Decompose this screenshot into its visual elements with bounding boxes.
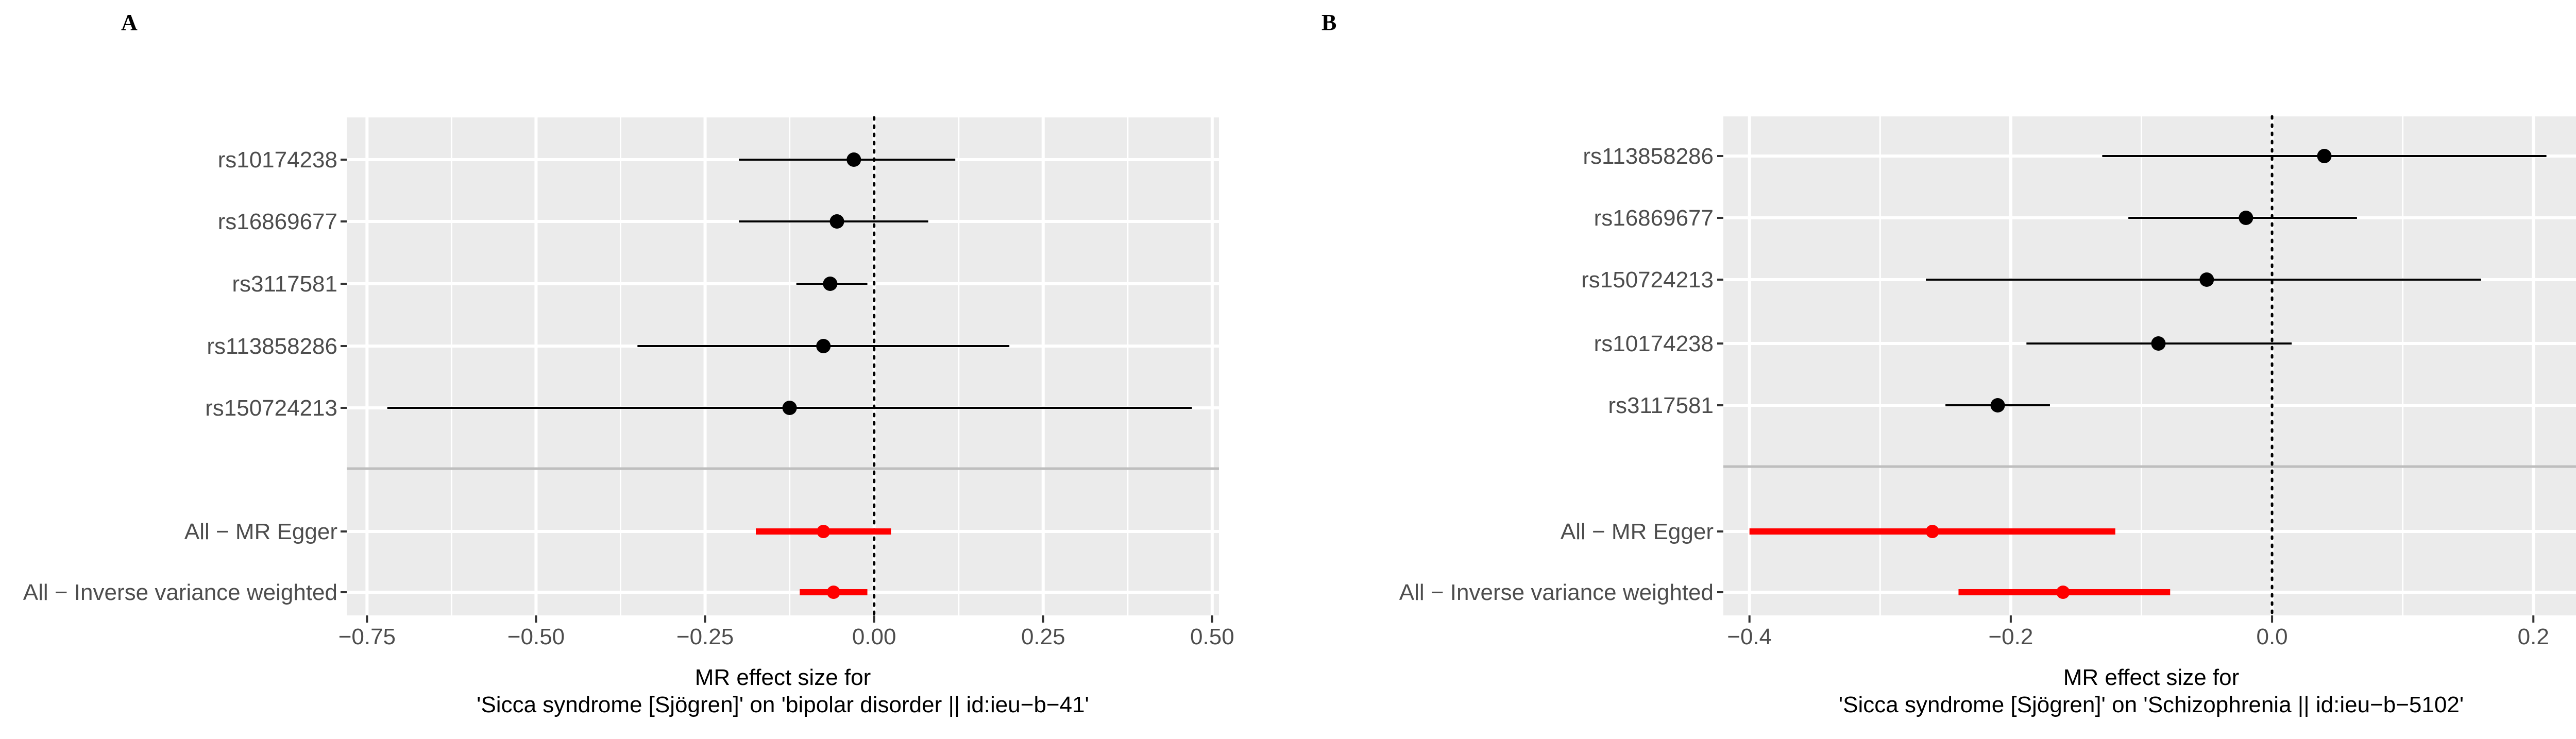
panel-a-x-axis-title-line2: 'Sicca syndrome [Sjögren]' on 'bipolar d… <box>477 692 1089 717</box>
panel-a-point-rs10174238 <box>846 152 861 167</box>
panel-letter-b: B <box>1321 10 1336 35</box>
panel-a-x-tick-label: −0.50 <box>507 624 565 649</box>
panel-b-row-label-rs150724213: rs150724213 <box>1581 267 1714 293</box>
panel-b-point-rs3117581 <box>1990 398 2005 413</box>
panel-a-row-label-all-mr-egger: All − MR Egger <box>184 519 337 544</box>
panel-a-x-tick-label: 0.25 <box>1021 624 1065 649</box>
panel-b-point-all-mr-egger <box>1925 525 1939 538</box>
panel-b-x-tick-label: −0.2 <box>1988 624 2033 649</box>
panel-b-x-axis-title-line1: MR effect size for <box>2063 665 2240 690</box>
panel-letter-a: A <box>121 10 138 35</box>
panel-a-forest-plot: rs10174238 rs16869677 rs3117581 rs113858286… <box>23 116 1234 717</box>
panel-a-x-tick-label: −0.25 <box>676 624 734 649</box>
panel-a-x-axis-title-line1: MR effect size for <box>695 665 871 690</box>
panel-b-point-rs10174238 <box>2151 336 2166 351</box>
panel-b-point-rs16869677 <box>2239 211 2253 225</box>
panel-b-row-label-all-inverse-variance-weighted: All − Inverse variance weighted <box>1399 580 1714 605</box>
panel-a-x-tick-label: 0.00 <box>852 624 896 649</box>
panel-b-row-label-rs16869677: rs16869677 <box>1594 205 1714 231</box>
panel-b-row-label-rs10174238: rs10174238 <box>1594 331 1714 356</box>
panel-a-point-rs150724213 <box>782 401 797 415</box>
panel-a-row-label-rs150724213: rs150724213 <box>205 396 337 421</box>
panel-b-x-tick-label: 0.2 <box>2518 624 2549 649</box>
panel-b-forest-plot: rs113858286 rs16869677 rs150724213 rs101742… <box>1399 115 2576 717</box>
panel-b-x-tick-label: 0.0 <box>2256 624 2287 649</box>
panel-a-point-all-mr-egger <box>817 525 831 538</box>
panel-b-point-all-inverse-variance-weighted <box>2056 586 2070 599</box>
panel-a-plot-background <box>347 117 1219 615</box>
panel-b-plot-background <box>1723 116 2576 615</box>
panel-b-point-rs113858286 <box>2317 149 2332 163</box>
panel-a-point-rs3117581 <box>823 277 838 291</box>
panel-a-x-tick-label: 0.50 <box>1190 624 1234 649</box>
panel-a-row-label-rs16869677: rs16869677 <box>218 209 337 234</box>
panel-b-x-tick-label: −0.4 <box>1727 624 1772 649</box>
panel-b-point-rs150724213 <box>2199 272 2214 287</box>
panel-a-row-label-all-inverse-variance-weighted: All − Inverse variance weighted <box>23 580 337 605</box>
panel-a-row-label-rs3117581: rs3117581 <box>232 271 337 297</box>
panel-a-row-label-rs10174238: rs10174238 <box>218 147 337 173</box>
panel-b-row-label-all-mr-egger: All − MR Egger <box>1561 519 1714 544</box>
panel-b-x-axis-title-line2: 'Sicca syndrome [Sjögren]' on 'Schizophr… <box>1839 692 2464 717</box>
panel-a-x-tick-label: −0.75 <box>338 624 396 649</box>
panel-a-point-rs16869677 <box>829 214 844 229</box>
panel-b-row-label-rs113858286: rs113858286 <box>1583 144 1714 169</box>
panel-a-point-all-inverse-variance-weighted <box>826 586 840 599</box>
panel-a-point-rs113858286 <box>816 339 831 353</box>
panel-a-row-label-rs113858286: rs113858286 <box>207 334 337 359</box>
panel-b-row-label-rs3117581: rs3117581 <box>1608 393 1714 418</box>
